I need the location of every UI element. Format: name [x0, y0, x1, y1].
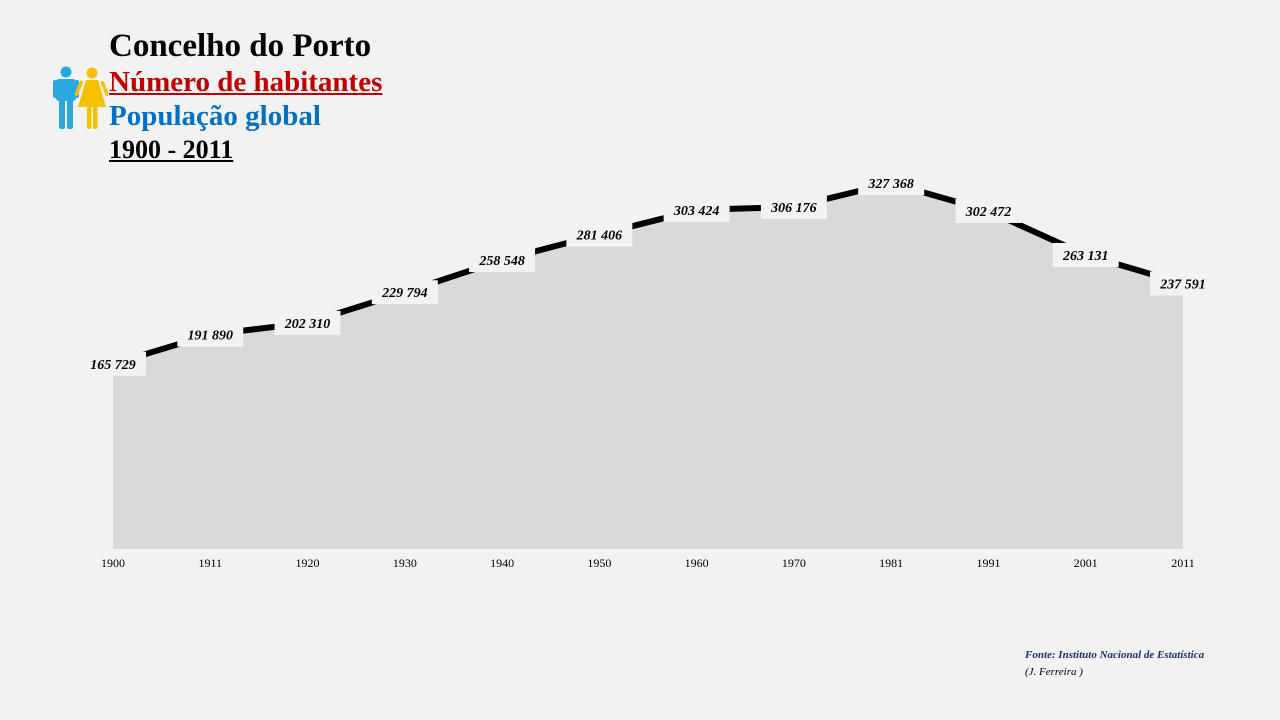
- data-label: 191 890: [177, 322, 244, 347]
- data-label: 281 406: [566, 222, 633, 247]
- data-label-text: 327 368: [867, 177, 914, 192]
- data-label-text: 202 310: [284, 317, 331, 332]
- data-label-box: [371, 280, 438, 305]
- data-label-box: [1052, 242, 1119, 267]
- data-label-text: 165 729: [90, 358, 136, 373]
- author-note: (J. Ferreira ): [1025, 666, 1083, 678]
- data-label-box: [663, 197, 730, 222]
- data-label-text: 191 890: [188, 329, 234, 344]
- data-label-text: 229 794: [381, 286, 428, 301]
- x-tick-label: 2001: [1074, 556, 1098, 570]
- data-label-box: [469, 248, 536, 273]
- x-tick-label: 1930: [393, 556, 417, 570]
- data-label: 202 310: [274, 310, 341, 335]
- x-tick-label: 1960: [685, 556, 709, 570]
- data-label-box: [955, 198, 1022, 223]
- x-tick-label: 1920: [296, 556, 320, 570]
- source-note: Fonte: Instituto Nacional de Estatística: [1025, 649, 1205, 661]
- chart-metric: População global: [109, 100, 321, 132]
- female-figure-icon: [74, 67, 108, 129]
- data-label: 258 548: [469, 248, 536, 273]
- x-tick-label: 1900: [101, 556, 125, 570]
- data-label-box: [177, 322, 244, 347]
- data-label-box: [566, 222, 633, 247]
- data-label-box: [858, 171, 925, 196]
- data-label-text: 281 406: [576, 229, 623, 244]
- data-label-box: [760, 194, 827, 219]
- data-label: 165 729: [80, 351, 146, 376]
- data-label-text: 263 131: [1062, 249, 1109, 264]
- x-tick-label: 1911: [198, 556, 222, 570]
- data-label-box: [1150, 271, 1216, 296]
- chart-period: 1900 - 2011: [109, 135, 234, 164]
- data-label-text: 237 591: [1159, 277, 1206, 292]
- data-label-text: 302 472: [965, 205, 1012, 220]
- people-icon: [53, 66, 108, 129]
- x-tick-label: 2011: [1171, 556, 1195, 570]
- data-label: 302 472: [955, 198, 1022, 223]
- data-label: 306 176: [760, 194, 827, 219]
- data-label-text: 303 424: [673, 204, 720, 219]
- x-tick-label: 1940: [490, 556, 514, 570]
- chart-title: Concelho do Porto: [109, 28, 372, 64]
- data-label: 229 794: [371, 280, 438, 305]
- male-figure-icon: [53, 66, 79, 129]
- data-label-text: 306 176: [770, 201, 817, 216]
- x-tick-label: 1991: [976, 556, 1000, 570]
- x-tick-label: 1970: [782, 556, 806, 570]
- x-tick-label: 1981: [879, 556, 903, 570]
- data-label-text: 258 548: [478, 254, 525, 269]
- data-label: 303 424: [663, 197, 730, 222]
- chart-subtitle: Número de habitantes: [109, 66, 383, 98]
- data-label-box: [80, 351, 146, 376]
- population-area: [113, 183, 1183, 549]
- data-label: 263 131: [1052, 242, 1119, 267]
- data-label-box: [274, 310, 341, 335]
- data-label: 237 591: [1150, 271, 1216, 296]
- data-label: 327 368: [858, 171, 925, 196]
- x-tick-label: 1950: [587, 556, 611, 570]
